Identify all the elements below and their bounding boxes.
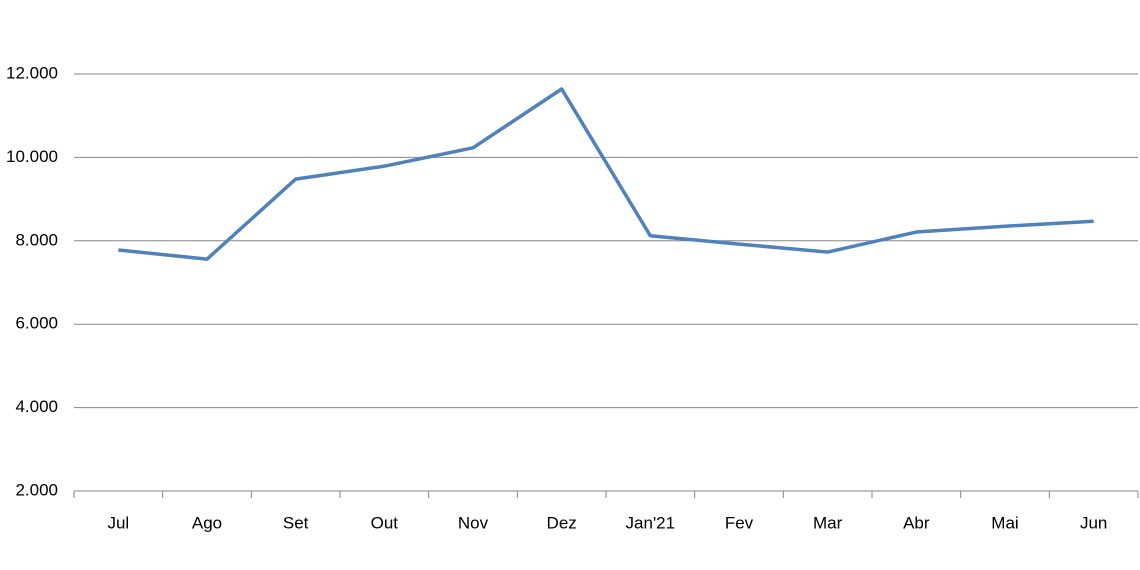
x-tick-label: Fev — [725, 513, 754, 532]
y-tick-label: 2.000 — [15, 480, 58, 499]
x-tick-label: Ago — [192, 513, 222, 532]
x-tick-label: Dez — [547, 513, 577, 532]
y-tick-label: 12.000 — [6, 63, 58, 82]
x-tick-label: Mai — [991, 513, 1018, 532]
x-tick-label: Mar — [813, 513, 843, 532]
y-tick-label: 10.000 — [6, 147, 58, 166]
x-tick-label: Set — [283, 513, 309, 532]
x-tick-label: Abr — [903, 513, 930, 532]
x-tick-label: Jun — [1080, 513, 1107, 532]
x-tick-label: Jul — [107, 513, 129, 532]
x-tick-label: Out — [371, 513, 399, 532]
y-tick-label: 6.000 — [15, 314, 58, 333]
y-tick-label: 8.000 — [15, 230, 58, 249]
x-tick-label: Nov — [458, 513, 489, 532]
x-tick-label: Jan'21 — [626, 513, 676, 532]
data-line — [118, 87, 1094, 261]
y-tick-label: 4.000 — [15, 397, 58, 416]
